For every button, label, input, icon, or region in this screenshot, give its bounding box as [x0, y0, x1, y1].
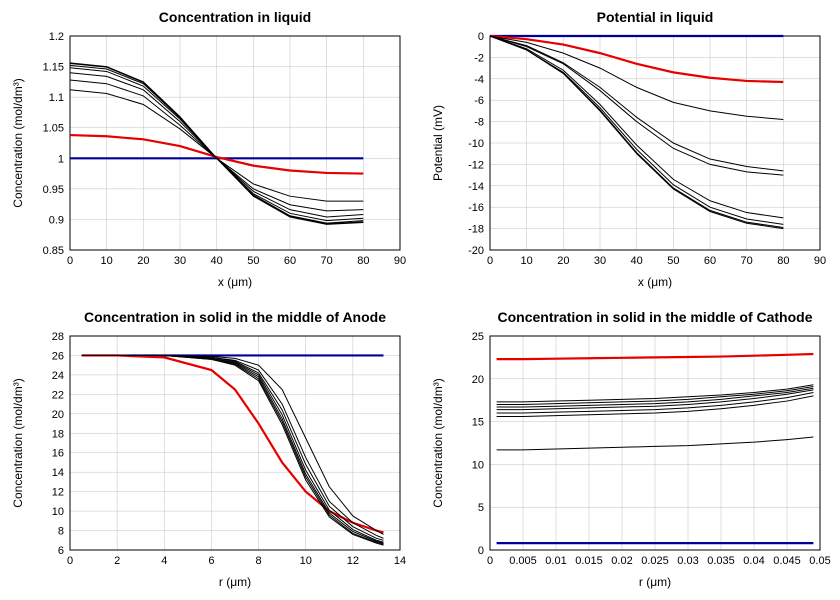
y-tick-label: -14 [468, 181, 484, 193]
x-tick-label: 30 [174, 255, 186, 267]
y-axis-label: Concentration (mol/dm³) [11, 78, 25, 207]
y-tick-label: 26 [52, 350, 64, 362]
y-tick-label: 16 [52, 448, 64, 460]
y-tick-label: 14 [52, 467, 64, 479]
y-tick-label: -12 [468, 159, 484, 171]
x-tick-label: 0.025 [641, 555, 669, 567]
y-tick-label: 1.15 [43, 62, 64, 74]
y-tick-label: 0.85 [43, 245, 64, 257]
plot-frame [70, 336, 400, 550]
y-tick-label: 0.95 [43, 184, 64, 196]
x-tick-label: 90 [394, 255, 406, 267]
chart-title: Concentration in solid in the middle of … [498, 309, 813, 325]
x-tick-label: 0.005 [509, 555, 537, 567]
x-axis-label: r (μm) [219, 575, 251, 589]
y-tick-label: 25 [472, 331, 484, 343]
panel-concentration-cathode: Concentration in solid in the middle of … [420, 300, 840, 600]
panel-potential-liquid: Potential in liquid 0 10 20 30 40 50 60 70 80 90 -2… [420, 0, 840, 300]
y-tick-label: 12 [52, 487, 64, 499]
chart-grid: Concentration in liquid01020304050607080… [0, 0, 840, 600]
y-axis-label: Concentration (mol/dm³) [431, 378, 445, 507]
y-tick-label: 0.9 [49, 214, 64, 226]
x-tick-label: 0 [67, 255, 73, 267]
x-tick-label: 0.045 [773, 555, 801, 567]
y-tick-label: 22 [52, 389, 64, 401]
x-tick-label: 8 [256, 555, 262, 567]
y-axis-label: Potential (mV) [431, 105, 445, 181]
y-tick-label: 5 [478, 502, 484, 514]
x-tick-label: 60 [704, 255, 716, 267]
x-tick-label: 90 [814, 255, 826, 267]
y-tick-label: -8 [474, 117, 484, 129]
series-line [82, 355, 384, 540]
x-axis-label: r (μm) [639, 575, 671, 589]
x-tick-label: 0.03 [677, 555, 698, 567]
x-tick-label: 80 [777, 255, 789, 267]
y-tick-label: 0 [478, 545, 484, 557]
x-tick-label: 0.05 [809, 555, 830, 567]
x-tick-label: 0.015 [575, 555, 603, 567]
x-tick-label: 6 [208, 555, 214, 567]
x-tick-label: 14 [394, 555, 406, 567]
x-axis-label: x (μm) [638, 275, 672, 289]
chart-title: Concentration in liquid [159, 9, 311, 25]
plot-frame [70, 36, 400, 250]
x-tick-label: 12 [347, 555, 359, 567]
y-axis-label: Concentration (mol/dm³) [11, 378, 25, 507]
x-tick-label: 0.02 [611, 555, 632, 567]
x-tick-label: 40 [211, 255, 223, 267]
y-tick-label: -4 [474, 74, 484, 86]
x-tick-label: 0.01 [545, 555, 566, 567]
y-tick-label: 10 [472, 459, 484, 471]
y-tick-label: 8 [58, 526, 64, 538]
x-tick-label: 80 [357, 255, 369, 267]
x-tick-label: 0 [487, 255, 493, 267]
x-tick-label: 50 [667, 255, 679, 267]
x-tick-label: 2 [114, 555, 120, 567]
x-tick-label: 40 [631, 255, 643, 267]
y-tick-label: 18 [52, 428, 64, 440]
y-tick-label: -10 [468, 138, 484, 150]
series-line [82, 355, 384, 534]
y-tick-label: 1.05 [43, 123, 64, 135]
y-tick-label: 15 [472, 417, 484, 429]
x-tick-label: 70 [741, 255, 753, 267]
x-tick-label: 20 [557, 255, 569, 267]
y-tick-label: -2 [474, 52, 484, 64]
series-line [82, 355, 384, 532]
y-tick-label: 28 [52, 331, 64, 343]
chart-title: Concentration in solid in the middle of … [84, 309, 386, 325]
y-tick-label: -20 [468, 245, 484, 257]
y-tick-label: 6 [58, 545, 64, 557]
y-tick-label: 24 [52, 370, 64, 382]
y-tick-label: 10 [52, 506, 64, 518]
y-tick-label: 1.2 [49, 31, 64, 43]
panel-concentration-anode: Concentration in solid in the middle of … [0, 300, 420, 600]
x-tick-label: 70 [321, 255, 333, 267]
x-tick-label: 30 [594, 255, 606, 267]
x-tick-label: 60 [284, 255, 296, 267]
chart-title: Potential in liquid [597, 9, 714, 25]
x-tick-label: 10 [300, 555, 312, 567]
y-tick-label: 1 [58, 153, 64, 165]
x-tick-label: 10 [521, 255, 533, 267]
x-tick-label: 0.035 [707, 555, 735, 567]
x-tick-label: 0 [487, 555, 493, 567]
y-tick-label: -16 [468, 202, 484, 214]
y-tick-label: 0 [478, 31, 484, 43]
x-tick-label: 4 [161, 555, 167, 567]
y-tick-label: 20 [472, 374, 484, 386]
x-tick-label: 50 [247, 255, 259, 267]
panel-concentration-liquid: Concentration in liquid 0 10 20 30 40 50 60 70 80… [0, 0, 420, 300]
y-tick-label: 1.1 [49, 92, 64, 104]
x-tick-label: 20 [137, 255, 149, 267]
x-tick-label: 0 [67, 555, 73, 567]
x-tick-label: 10 [101, 255, 113, 267]
x-tick-label: 0.04 [743, 555, 764, 567]
y-tick-label: -18 [468, 224, 484, 236]
y-tick-label: -6 [474, 95, 484, 107]
y-tick-label: 20 [52, 409, 64, 421]
x-axis-label: x (μm) [218, 275, 252, 289]
